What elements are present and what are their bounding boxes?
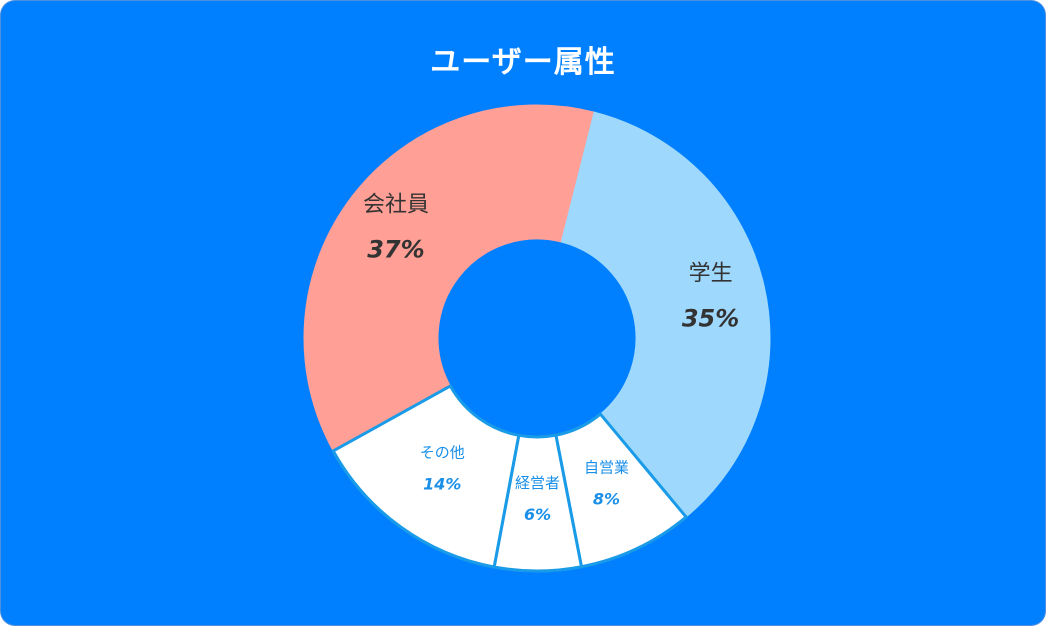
slice-4	[331, 384, 521, 569]
slice-value-2: 8%	[593, 489, 620, 508]
slice-1	[560, 111, 771, 518]
slice-label-2: 自営業	[584, 458, 629, 476]
slice-value-4: 14%	[423, 474, 461, 493]
slice-label-0: 会社員	[363, 192, 429, 217]
slice-label-4: その他	[420, 443, 465, 461]
slice-value-3: 6%	[524, 505, 551, 524]
slice-value-1: 35%	[682, 305, 739, 333]
slice-0	[303, 104, 595, 452]
chart-title: ユーザー属性	[430, 45, 616, 80]
slice-label-1: 学生	[689, 262, 733, 287]
slice-value-0: 37%	[367, 235, 424, 263]
slice-label-3: 経営者	[515, 474, 560, 492]
